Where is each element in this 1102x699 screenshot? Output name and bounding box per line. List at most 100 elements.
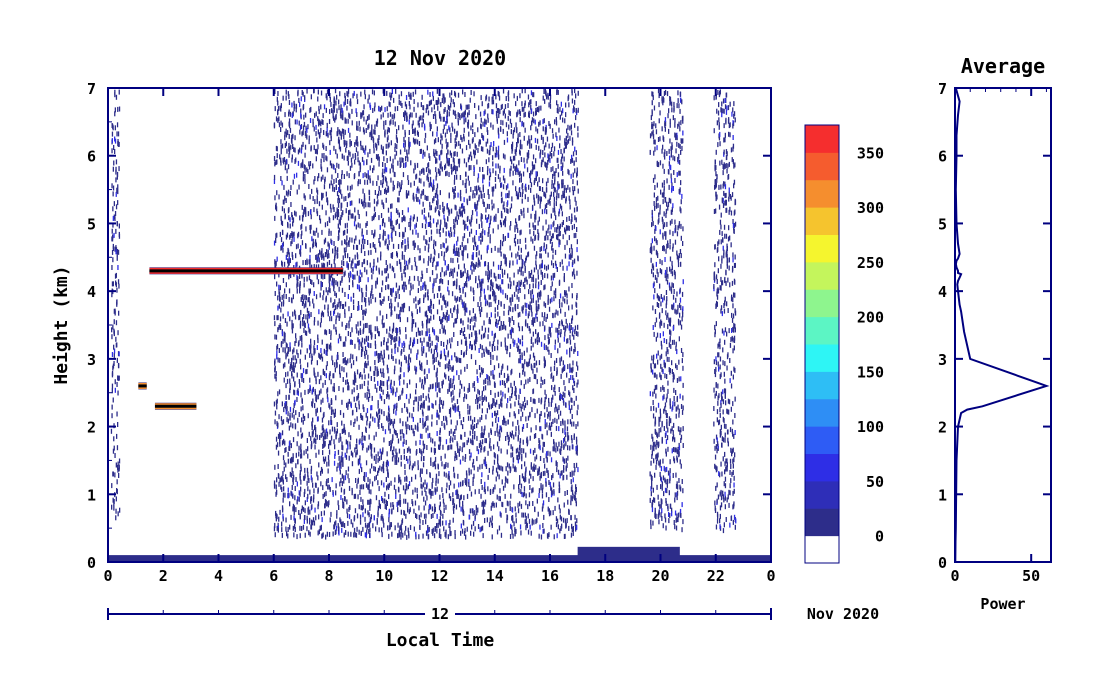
- noise-speckle: [557, 149, 560, 155]
- noise-speckle: [561, 259, 563, 265]
- noise-speckle: [462, 320, 464, 326]
- noise-speckle: [577, 132, 579, 138]
- noise-speckle: [547, 333, 549, 339]
- noise-speckle: [544, 193, 547, 199]
- noise-speckle: [433, 357, 435, 363]
- noise-speckle: [448, 231, 450, 237]
- noise-speckle: [275, 202, 277, 208]
- noise-speckle: [357, 141, 359, 147]
- noise-speckle: [523, 106, 525, 112]
- noise-speckle: [553, 366, 556, 371]
- noise-speckle: [432, 186, 434, 192]
- noise-speckle: [301, 301, 304, 306]
- noise-speckle: [473, 266, 475, 272]
- noise-speckle: [338, 455, 340, 461]
- noise-speckle: [443, 243, 445, 249]
- noise-speckle: [540, 376, 542, 382]
- noise-speckle: [517, 227, 519, 233]
- noise-speckle: [356, 407, 358, 413]
- noise-speckle: [425, 311, 427, 317]
- noise-speckle: [470, 452, 472, 458]
- noise-speckle: [444, 132, 447, 138]
- noise-speckle: [425, 284, 427, 290]
- noise-speckle: [435, 335, 437, 341]
- noise-speckle: [297, 149, 300, 155]
- noise-speckle: [532, 297, 534, 303]
- noise-speckle: [303, 518, 305, 524]
- noise-speckle: [491, 346, 494, 352]
- noise-speckle: [467, 119, 470, 125]
- noise-speckle: [374, 476, 376, 482]
- noise-speckle: [415, 383, 417, 389]
- noise-speckle: [313, 320, 315, 326]
- noise-speckle: [477, 302, 479, 307]
- noise-speckle: [576, 446, 578, 452]
- noise-speckle: [388, 494, 390, 500]
- noise-speckle: [430, 513, 433, 519]
- noise-speckle: [541, 271, 543, 277]
- noise-speckle: [542, 126, 544, 132]
- noise-speckle: [473, 150, 476, 156]
- noise-speckle: [338, 298, 340, 304]
- noise-speckle: [431, 506, 434, 512]
- noise-speckle: [363, 160, 365, 166]
- noise-speckle: [467, 403, 469, 409]
- noise-speckle: [385, 260, 387, 265]
- noise-speckle: [283, 261, 286, 267]
- noise-speckle: [404, 146, 406, 152]
- noise-speckle: [366, 179, 369, 185]
- noise-speckle: [421, 451, 423, 457]
- noise-speckle: [303, 314, 305, 319]
- noise-speckle: [337, 198, 339, 204]
- noise-speckle: [351, 490, 353, 496]
- noise-speckle: [348, 506, 350, 512]
- noise-speckle: [397, 522, 399, 528]
- noise-speckle: [307, 413, 309, 419]
- noise-speckle: [563, 502, 565, 508]
- noise-speckle: [571, 271, 574, 277]
- noise-speckle: [429, 221, 431, 227]
- noise-speckle: [456, 399, 459, 404]
- noise-speckle: [496, 284, 499, 290]
- noise-speckle: [545, 91, 547, 97]
- noise-speckle: [566, 338, 568, 344]
- noise-speckle: [367, 354, 369, 360]
- noise-speckle: [433, 139, 436, 145]
- noise-speckle: [544, 129, 547, 135]
- noise-speckle: [316, 394, 318, 400]
- noise-speckle: [287, 493, 289, 499]
- noise-speckle: [551, 322, 553, 328]
- noise-speckle: [409, 225, 411, 231]
- noise-speckle: [368, 522, 370, 528]
- noise-speckle: [423, 181, 425, 187]
- noise-speckle: [475, 261, 477, 267]
- noise-speckle: [496, 345, 499, 351]
- noise-speckle: [568, 261, 570, 267]
- noise-speckle: [348, 272, 350, 278]
- noise-speckle: [366, 391, 368, 397]
- noise-speckle: [457, 251, 459, 257]
- noise-speckle: [477, 257, 480, 263]
- noise-speckle: [442, 116, 444, 122]
- noise-speckle: [399, 380, 401, 386]
- noise-speckle: [460, 350, 463, 355]
- noise-speckle: [536, 138, 539, 144]
- noise-speckle: [442, 520, 444, 526]
- noise-speckle: [496, 427, 498, 433]
- noise-speckle: [289, 111, 292, 117]
- noise-speckle: [414, 396, 416, 402]
- noise-speckle: [306, 518, 308, 524]
- noise-speckle: [414, 487, 416, 493]
- noise-speckle: [435, 488, 437, 494]
- noise-speckle: [483, 487, 485, 493]
- noise-speckle: [340, 301, 342, 307]
- noise-speckle: [480, 334, 483, 340]
- noise-speckle: [519, 111, 521, 117]
- noise-speckle: [347, 331, 349, 336]
- noise-speckle: [338, 437, 340, 443]
- noise-speckle: [556, 189, 558, 195]
- noise-speckle: [565, 112, 567, 118]
- noise-speckle: [405, 525, 407, 531]
- noise-speckle: [288, 425, 290, 431]
- noise-speckle: [464, 366, 466, 372]
